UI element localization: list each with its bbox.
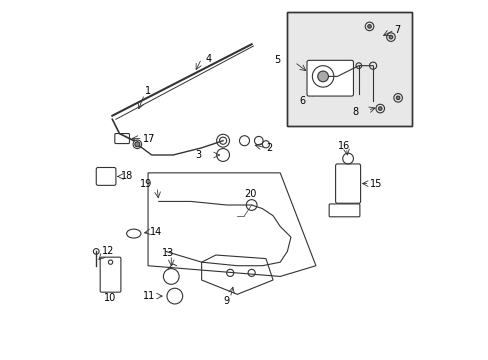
Text: 19: 19: [140, 179, 152, 189]
Bar: [287, 12, 411, 126]
Text: 12: 12: [102, 247, 114, 256]
Text: 16: 16: [338, 141, 350, 151]
Text: 2: 2: [265, 143, 272, 153]
Text: 5: 5: [273, 55, 280, 65]
Text: 9: 9: [223, 296, 229, 306]
Text: 7: 7: [394, 25, 400, 35]
FancyBboxPatch shape: [306, 60, 353, 96]
Text: 6: 6: [299, 96, 305, 107]
Text: 1: 1: [144, 86, 150, 96]
Circle shape: [367, 24, 370, 28]
FancyBboxPatch shape: [96, 167, 116, 185]
Text: 14: 14: [149, 227, 162, 237]
Text: 20: 20: [244, 189, 256, 199]
Text: 15: 15: [369, 179, 381, 189]
Circle shape: [317, 71, 328, 82]
Circle shape: [395, 96, 399, 100]
Text: 8: 8: [352, 107, 358, 117]
Text: 11: 11: [142, 291, 155, 301]
Bar: [287, 12, 411, 126]
FancyBboxPatch shape: [100, 257, 121, 292]
Ellipse shape: [126, 229, 141, 238]
FancyBboxPatch shape: [115, 134, 129, 144]
Circle shape: [135, 142, 140, 147]
Text: 3: 3: [195, 150, 201, 160]
Text: 13: 13: [161, 248, 173, 258]
FancyBboxPatch shape: [335, 164, 360, 203]
Circle shape: [378, 107, 381, 111]
Text: 17: 17: [142, 134, 155, 144]
Text: 18: 18: [121, 171, 133, 181]
Text: 10: 10: [104, 293, 117, 303]
Text: 4: 4: [205, 54, 211, 64]
FancyBboxPatch shape: [328, 204, 359, 217]
Circle shape: [388, 35, 392, 39]
